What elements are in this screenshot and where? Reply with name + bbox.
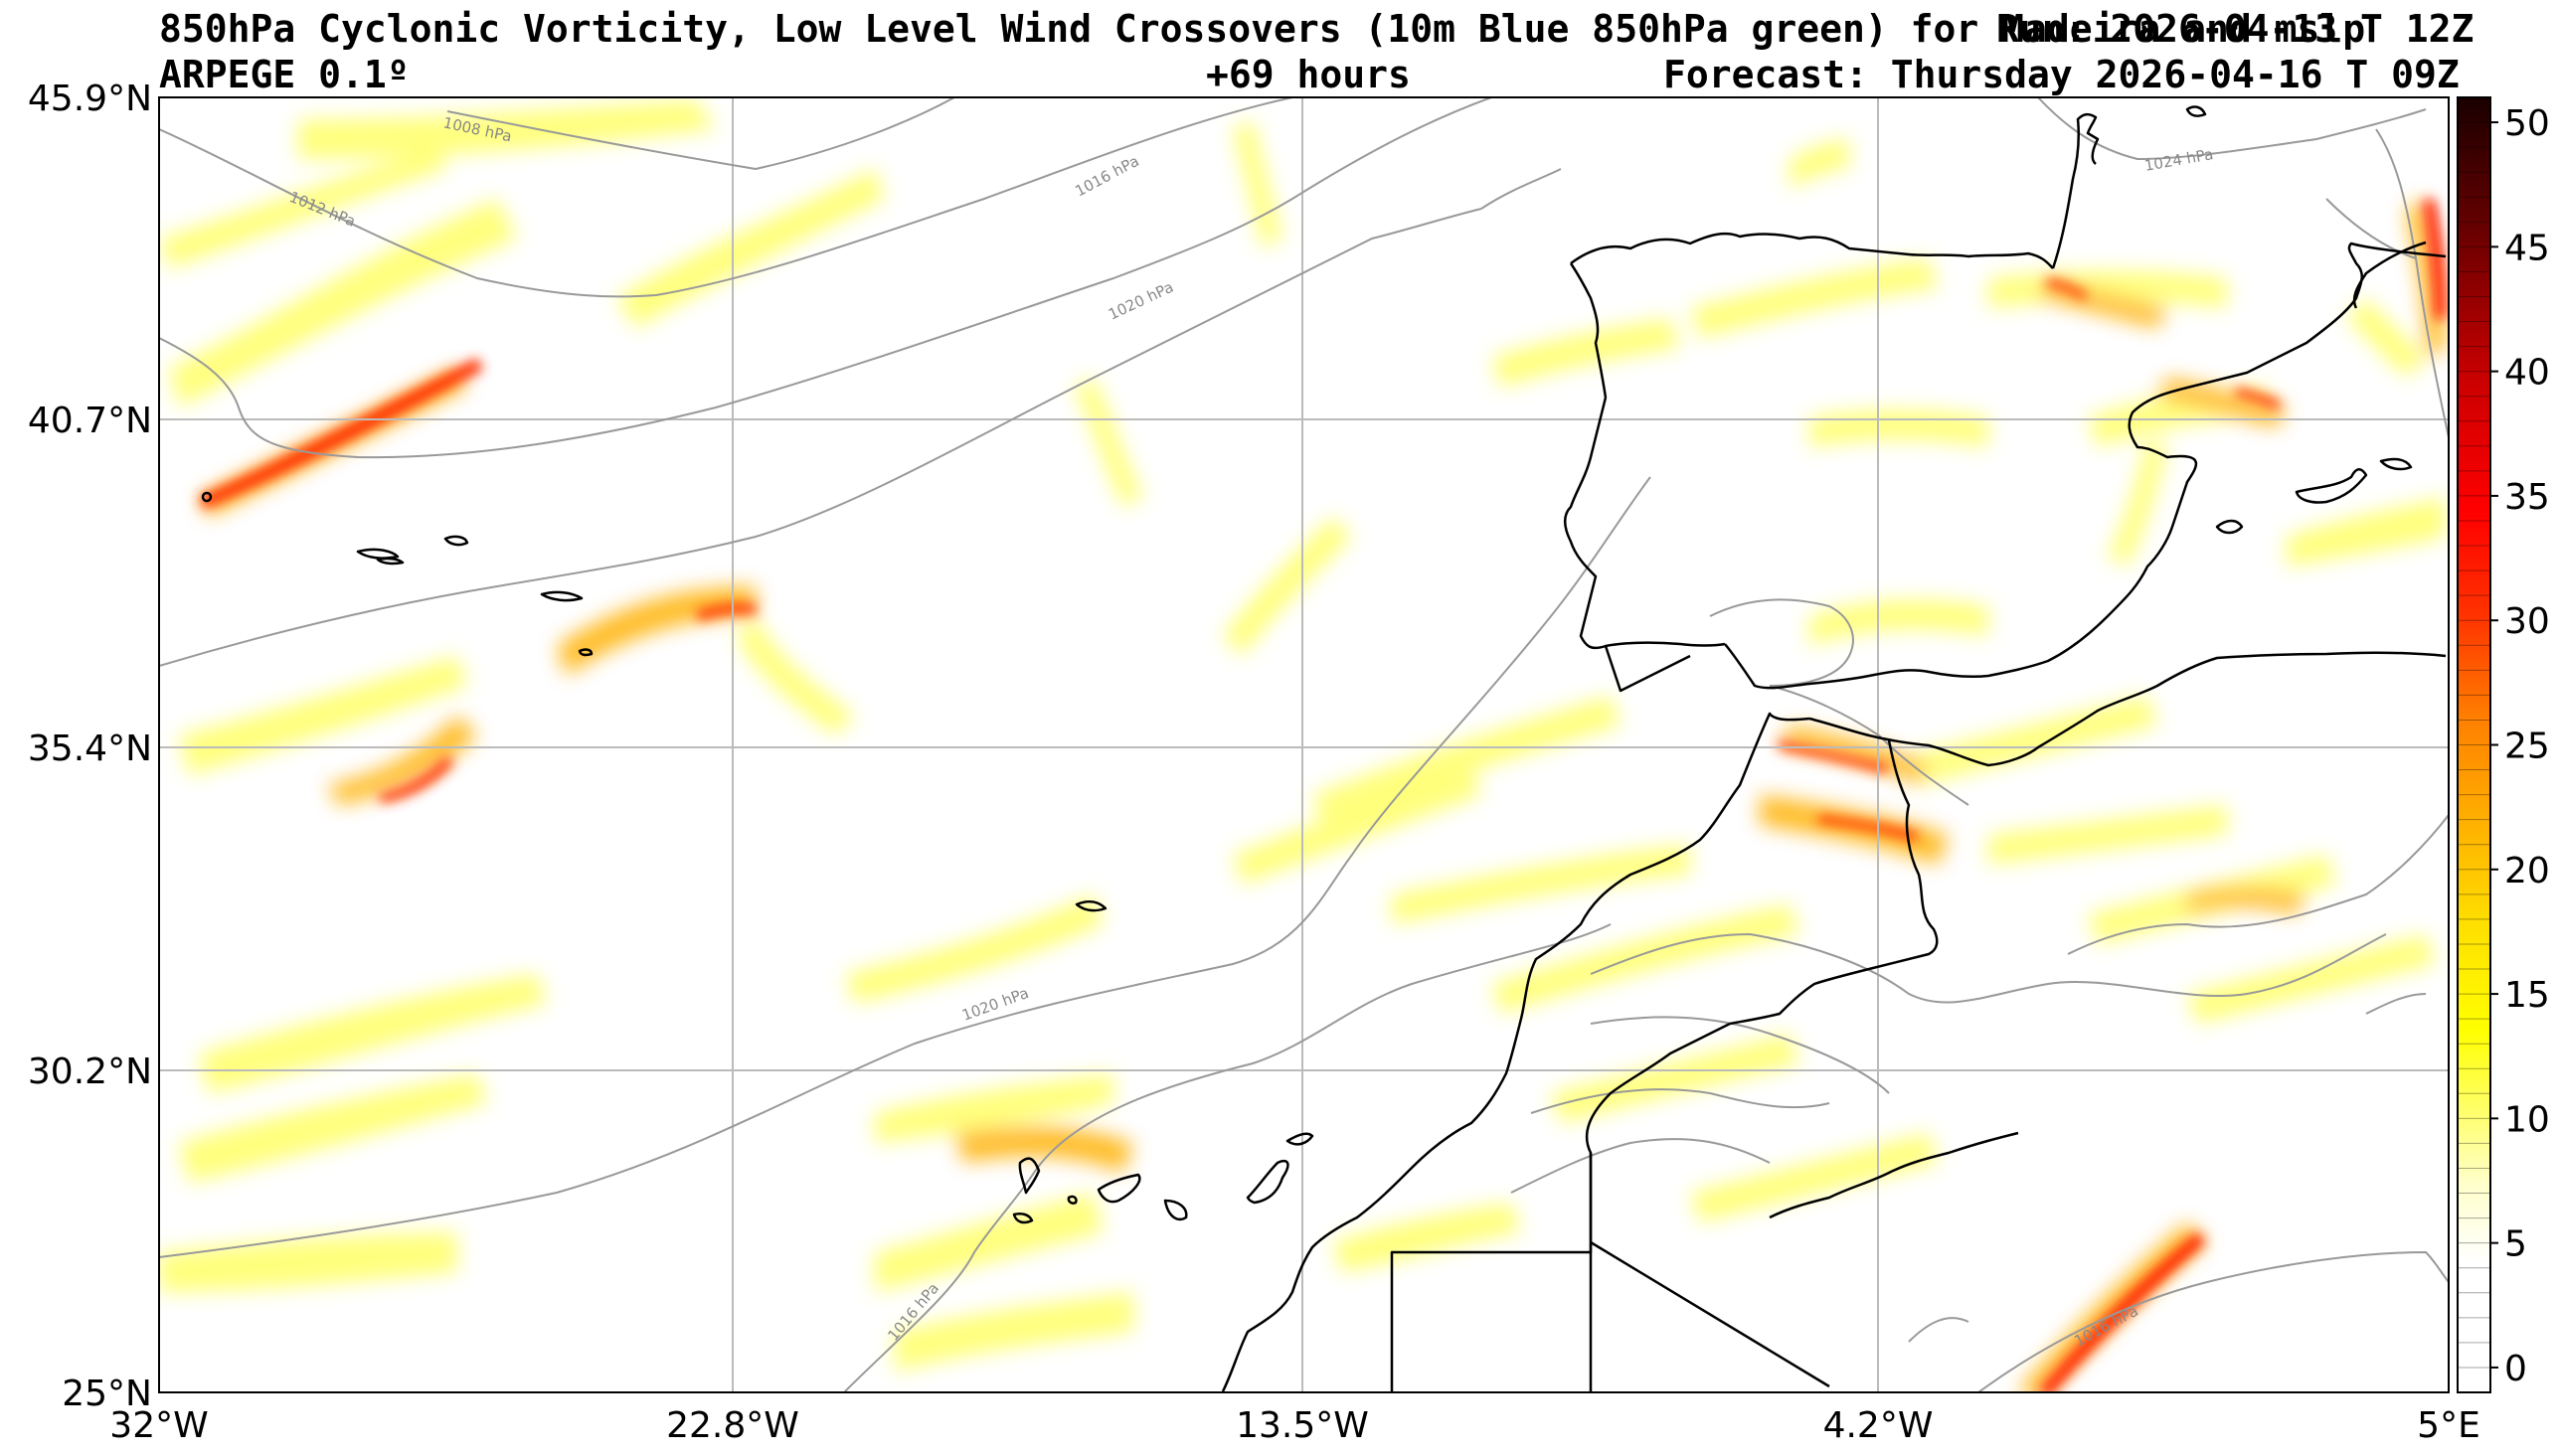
lon-label: 4.2°W (1823, 1405, 1934, 1446)
lon-label: 5°E (2417, 1405, 2480, 1446)
forecast-time: Forecast: Thursday 2026-04-16 T 09Z (1663, 53, 2460, 96)
colorbar-tick-label: 15 (2504, 975, 2550, 1016)
colorbar-tick-label: 50 (2504, 103, 2550, 144)
colorbar: 0 5 10 15 20 25 30 35 40 45 50 (2457, 96, 2550, 1393)
colorbar-tick-label: 35 (2504, 477, 2550, 518)
lat-label: 25°N (62, 1374, 152, 1414)
lon-label: 22.8°W (666, 1405, 799, 1446)
colorbar-tick-label: 10 (2504, 1099, 2550, 1140)
lat-label: 35.4°N (28, 728, 152, 769)
latitude-labels: 45.9°N 40.7°N 35.4°N 30.2°N 25°N (28, 79, 152, 1414)
lon-label: 32°W (109, 1405, 208, 1446)
lead-time: +69 hours (1206, 53, 1411, 96)
run-time: Run: 2026-04-13 T 12Z (1996, 7, 2475, 51)
chart-title: 850hPa Cyclonic Vorticity, Low Level Win… (159, 7, 2366, 51)
lat-label: 30.2°N (28, 1052, 152, 1092)
model-name: ARPEGE 0.1º (159, 53, 410, 96)
lat-label: 45.9°N (28, 79, 152, 119)
colorbar-tick-label: 45 (2504, 228, 2550, 268)
lat-label: 40.7°N (28, 401, 152, 441)
longitude-labels: 32°W 22.8°W 13.5°W 4.2°W 5°E (109, 1405, 2480, 1446)
colorbar-tick-label: 40 (2504, 353, 2550, 394)
plot-frame (158, 96, 2450, 1393)
lon-label: 13.5°W (1236, 1405, 1369, 1446)
coastlines (201, 105, 2447, 1392)
colorbar-tick-label: 30 (2504, 601, 2550, 642)
colorbar-tick-label: 0 (2504, 1349, 2527, 1389)
colorbar-tick-label: 20 (2504, 851, 2550, 891)
colorbar-tick-label: 5 (2504, 1224, 2527, 1265)
vorticity-max (199, 199, 2446, 1392)
colorbar-tick-label: 25 (2504, 727, 2550, 767)
isobars (159, 97, 2449, 1392)
vorticity-field (159, 99, 2446, 1392)
